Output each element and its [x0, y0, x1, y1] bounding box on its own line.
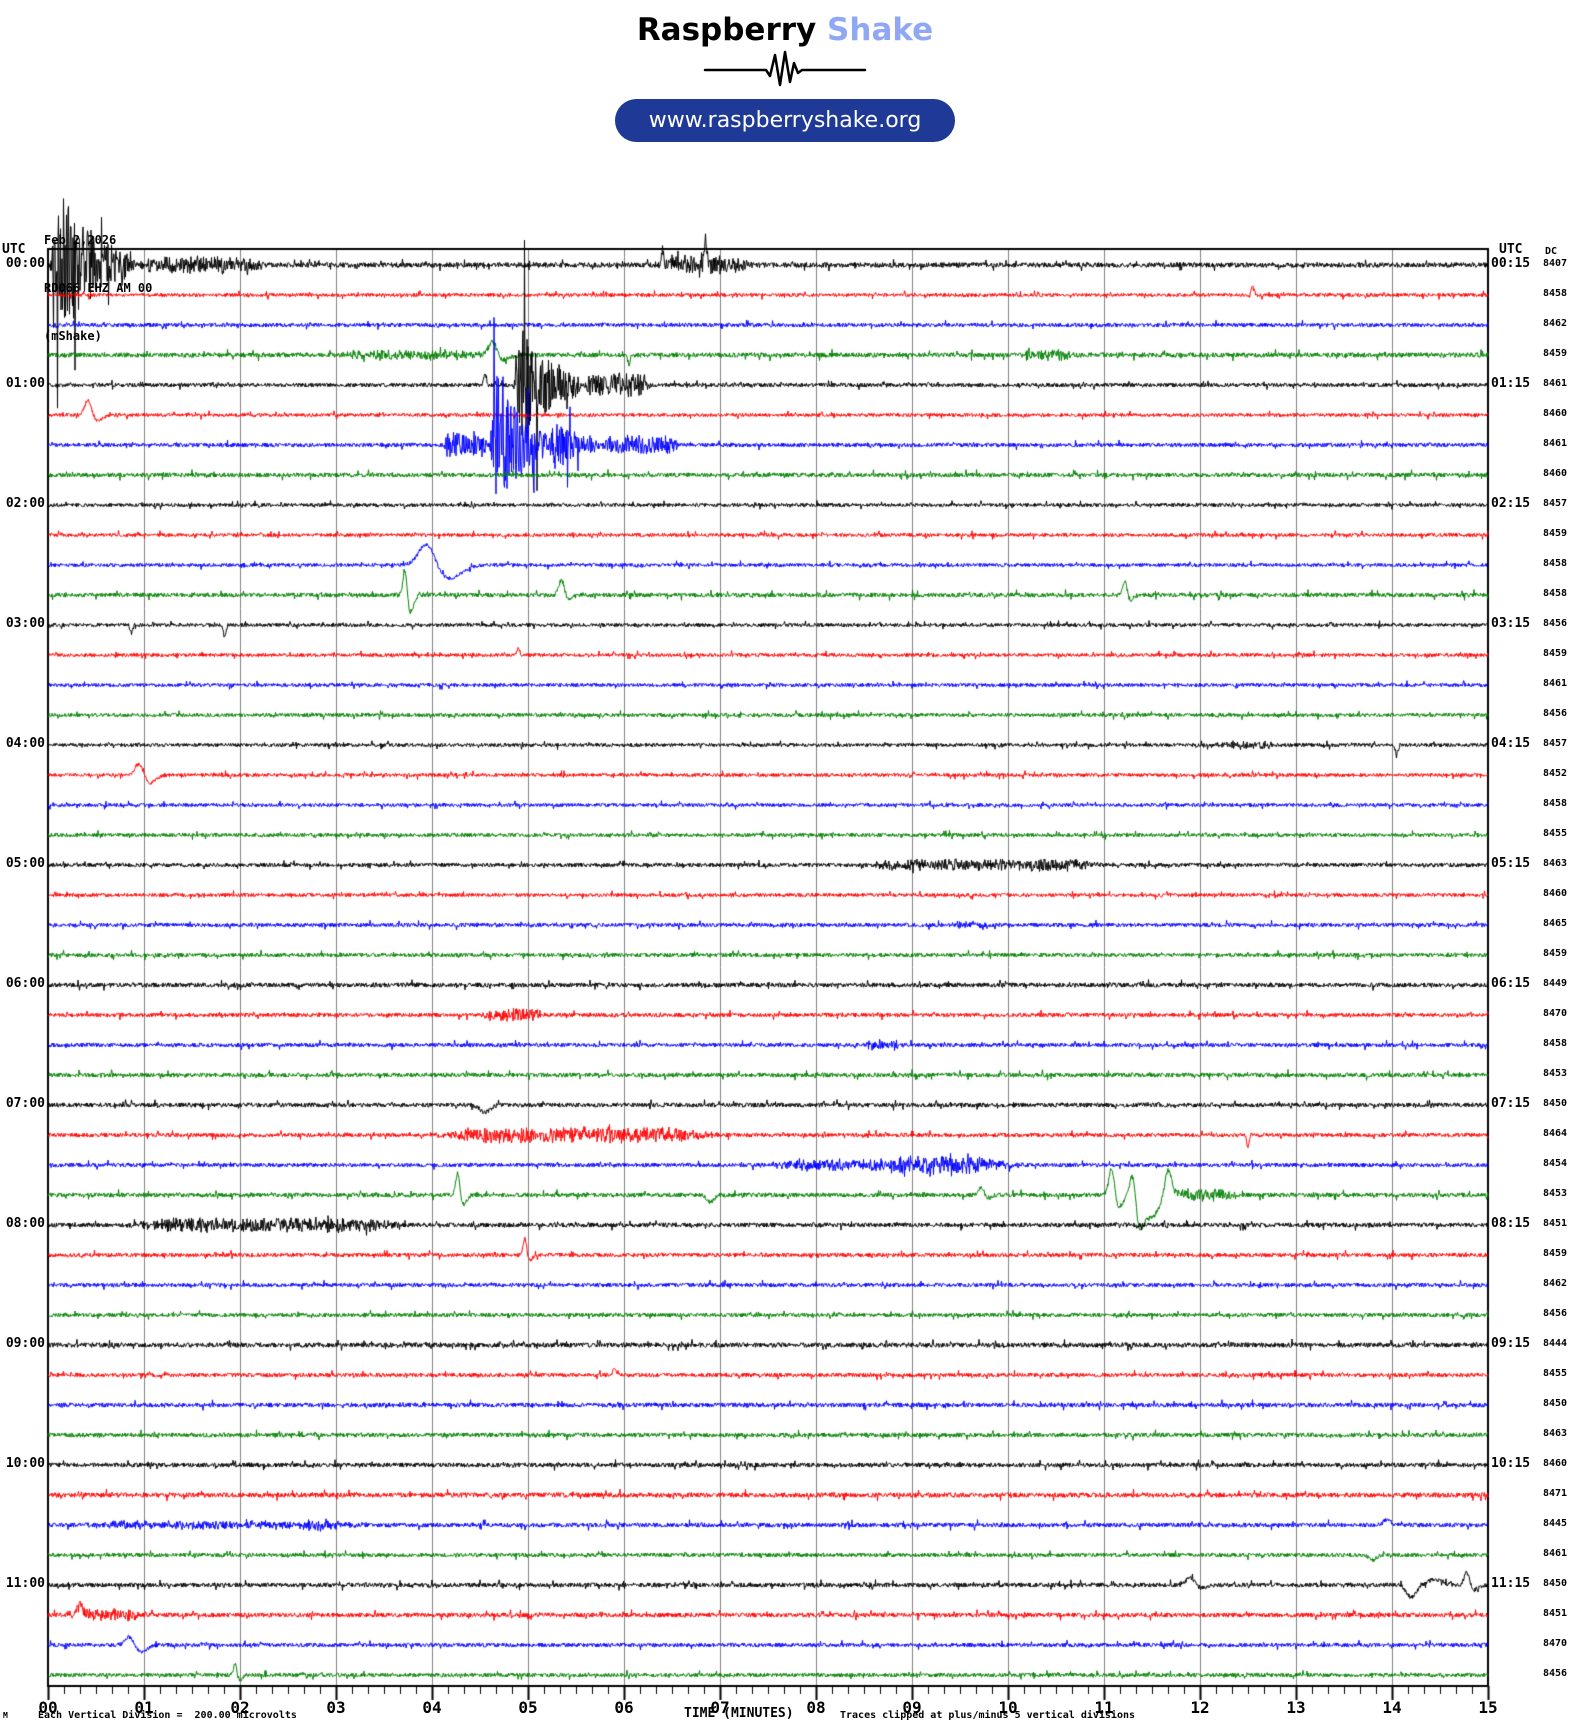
page-header: Raspberry Shake www.raspberryshake.org — [0, 12, 1570, 142]
logo-text-raspberry: Raspberry — [636, 12, 817, 48]
seismic-wave-icon — [703, 50, 867, 87]
raspberry-shake-logo: Raspberry Shake — [0, 12, 1570, 48]
logo-text-shake: Shake — [827, 12, 934, 48]
website-link[interactable]: www.raspberryshake.org — [614, 99, 956, 142]
